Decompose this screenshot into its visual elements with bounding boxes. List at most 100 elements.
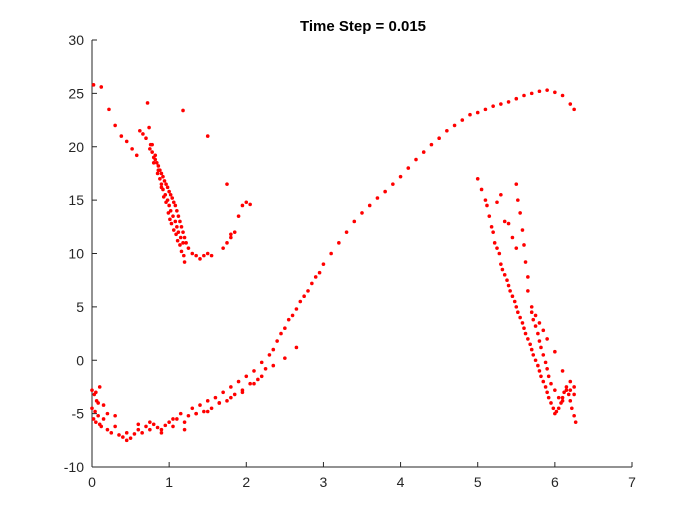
data-point (182, 427, 187, 432)
data-point (124, 438, 129, 443)
data-point (483, 198, 488, 202)
x-tick-label: 1 (165, 474, 173, 490)
data-point (93, 409, 97, 414)
data-point (516, 198, 520, 202)
data-point (514, 305, 519, 309)
data-point (520, 228, 525, 232)
data-point (174, 232, 178, 237)
data-point (541, 328, 546, 333)
data-point (124, 139, 129, 144)
x-tick-label: 3 (320, 474, 328, 490)
data-point (159, 431, 164, 435)
data-point (497, 251, 502, 256)
data-point (553, 349, 557, 354)
data-point (236, 214, 241, 218)
y-tick-label: 25 (68, 85, 84, 101)
data-point (541, 379, 546, 384)
data-point (537, 321, 542, 325)
data-point (568, 399, 573, 403)
data-point (505, 278, 509, 282)
data-point (151, 160, 156, 165)
data-point (229, 385, 233, 389)
data-point (170, 196, 175, 200)
data-point (564, 385, 569, 389)
data-point (568, 102, 573, 106)
data-point (406, 166, 411, 170)
y-tick-label: 30 (68, 32, 84, 48)
data-point (99, 85, 104, 89)
data-point (562, 390, 566, 395)
data-point (533, 324, 538, 328)
data-point (182, 235, 187, 240)
data-point (537, 89, 542, 94)
data-point (531, 353, 536, 357)
data-point (259, 374, 264, 379)
data-point (554, 409, 559, 414)
data-point (572, 385, 576, 389)
data-point (573, 420, 578, 424)
data-point (545, 337, 549, 341)
data-point (568, 388, 573, 392)
data-point (294, 345, 299, 350)
data-point (556, 395, 561, 400)
data-point (475, 110, 480, 115)
data-point (171, 417, 175, 421)
data-point (141, 132, 145, 136)
data-point (190, 251, 195, 256)
data-point (244, 200, 249, 205)
data-point (506, 100, 511, 104)
data-point (186, 246, 191, 250)
data-point (178, 219, 182, 224)
data-point (529, 91, 534, 96)
data-point (105, 411, 110, 416)
data-point (140, 431, 144, 435)
data-point (271, 363, 276, 368)
x-tick-label: 0 (88, 474, 96, 490)
data-point (168, 209, 173, 213)
data-point (560, 369, 565, 373)
data-point (194, 411, 198, 416)
data-point (240, 390, 245, 395)
data-point (148, 420, 152, 424)
data-point (502, 219, 507, 224)
data-point (248, 202, 252, 207)
data-point (145, 101, 150, 105)
data-point (290, 313, 295, 318)
data-point (468, 112, 472, 117)
data-point (546, 395, 551, 400)
data-point (391, 182, 395, 186)
data-point (181, 108, 185, 113)
data-point (132, 432, 137, 436)
data-point (529, 305, 534, 309)
data-point (283, 326, 287, 331)
data-point (150, 150, 154, 154)
data-point (153, 157, 158, 162)
data-point (225, 241, 229, 245)
data-point (101, 403, 106, 407)
data-point (240, 203, 245, 208)
data-point (236, 379, 241, 384)
data-point (171, 200, 176, 205)
data-point (162, 179, 167, 183)
data-point (398, 174, 403, 179)
data-point (229, 395, 233, 400)
x-tick-label: 5 (474, 474, 482, 490)
data-point (271, 347, 276, 352)
data-point (414, 157, 418, 162)
data-point (522, 243, 526, 247)
data-point (91, 83, 96, 87)
data-point (483, 107, 488, 112)
data-point (529, 347, 534, 352)
data-point (113, 413, 117, 418)
data-point (148, 147, 152, 151)
data-point (510, 235, 515, 240)
data-point (452, 123, 457, 128)
data-point (117, 433, 121, 437)
data-point (179, 225, 184, 229)
data-point (217, 401, 222, 405)
data-point (564, 388, 569, 392)
x-tick-label: 4 (397, 474, 405, 490)
data-point (445, 128, 449, 133)
data-point (516, 310, 520, 315)
data-point (533, 358, 538, 363)
